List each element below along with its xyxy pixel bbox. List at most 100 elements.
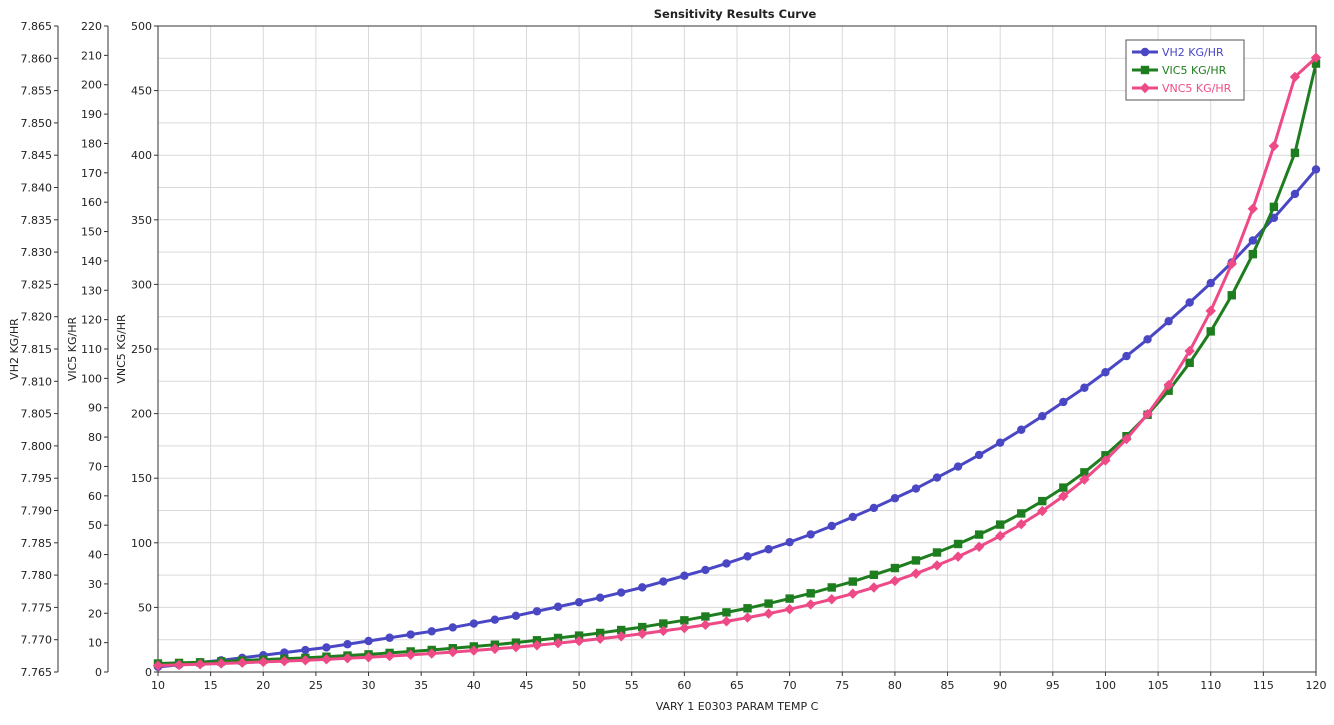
data-point — [974, 530, 984, 539]
data-point — [1268, 140, 1280, 152]
data-point — [405, 649, 416, 661]
data-point — [806, 530, 815, 539]
data-point — [932, 473, 942, 482]
data-point — [384, 650, 395, 662]
legend-swatch-marker — [1139, 82, 1151, 94]
data-point — [995, 438, 1005, 447]
x-tick-label: 35 — [414, 679, 428, 692]
data-point — [1226, 258, 1237, 270]
data-point — [595, 593, 605, 602]
legend-swatch-marker — [1140, 65, 1150, 75]
y-axis-title-0: VH2 KG/HR — [8, 318, 21, 380]
x-tick-label: 15 — [204, 679, 218, 692]
legend-label: VNC5 KG/HR — [1162, 82, 1232, 95]
y-tick-label: 7.830 — [21, 246, 53, 259]
data-point — [1038, 496, 1047, 506]
data-point — [1185, 358, 1194, 368]
legend-item: VH2 KG/HR — [1132, 46, 1224, 59]
y-tick-label: 7.855 — [21, 85, 53, 98]
y-tick-label: 190 — [81, 108, 102, 121]
x-tick-label: 110 — [1200, 679, 1221, 692]
data-point — [722, 559, 731, 568]
data-point — [1017, 425, 1026, 434]
y-axis-title-1: VIC5 KG/HR — [66, 316, 79, 381]
data-point — [301, 645, 310, 655]
legend-label: VH2 KG/HR — [1162, 46, 1224, 59]
legend-label: VIC5 KG/HR — [1162, 64, 1227, 77]
data-point — [911, 556, 921, 565]
data-point — [552, 637, 564, 649]
data-point — [869, 503, 879, 513]
data-point — [1311, 165, 1321, 174]
y-tick-label: 100 — [131, 537, 152, 550]
data-point — [1289, 71, 1301, 83]
data-point — [469, 619, 479, 628]
data-point — [1311, 59, 1321, 68]
data-point — [806, 589, 815, 598]
data-point — [300, 655, 311, 666]
y-tick-label: 7.860 — [21, 52, 53, 65]
data-point — [1038, 411, 1047, 421]
data-point — [637, 628, 648, 639]
x-tick-label: 50 — [572, 679, 586, 692]
data-point — [826, 594, 837, 605]
legend-item: VIC5 KG/HR — [1132, 64, 1227, 77]
data-point — [448, 623, 457, 632]
y-tick-label: 7.800 — [21, 440, 53, 453]
y-tick-label: 30 — [88, 578, 102, 591]
data-point — [574, 598, 584, 607]
legend-item: VNC5 KG/HR — [1132, 82, 1232, 95]
x-tick-label: 65 — [730, 679, 744, 692]
data-point — [258, 656, 269, 668]
y-tick-label: 7.845 — [21, 149, 53, 162]
data-point — [342, 653, 353, 664]
data-point — [152, 660, 164, 671]
data-point — [385, 633, 394, 642]
data-point — [932, 548, 942, 557]
data-point — [1079, 474, 1090, 485]
y-tick-label: 150 — [131, 472, 152, 485]
data-point — [1101, 368, 1110, 377]
y-tick-label: 7.820 — [21, 311, 53, 324]
x-tick-label: 10 — [151, 679, 165, 692]
x-tick-label: 30 — [362, 679, 376, 692]
y-tick-label: 7.765 — [21, 666, 53, 679]
y-tick-label: 40 — [88, 549, 102, 562]
data-point — [1247, 203, 1259, 214]
y-tick-label: 130 — [81, 284, 102, 297]
x-tick-label: 70 — [783, 679, 797, 692]
data-point — [1037, 505, 1048, 517]
legend-swatch-marker — [1140, 47, 1150, 57]
data-point — [764, 545, 773, 554]
data-point — [574, 631, 584, 640]
data-point — [1269, 202, 1279, 212]
y-tick-label: 7.825 — [21, 278, 53, 291]
data-point — [722, 608, 731, 617]
data-point — [1080, 383, 1089, 392]
x-tick-label: 40 — [467, 679, 481, 692]
y-tick-label: 80 — [88, 431, 102, 444]
data-point — [700, 619, 711, 631]
y-tick-label: 100 — [81, 372, 102, 385]
data-point — [1185, 298, 1194, 307]
data-point — [406, 630, 415, 639]
data-point — [785, 594, 794, 603]
y-tick-label: 20 — [88, 607, 102, 620]
x-tick-label: 55 — [625, 679, 639, 692]
data-point — [1143, 335, 1152, 344]
x-tick-label: 45 — [519, 679, 533, 692]
data-point — [910, 568, 922, 579]
y-tick-label: 7.850 — [21, 117, 53, 130]
series-0 — [153, 165, 1321, 672]
x-axis-title: VARY 1 E0303 PARAM TEMP C — [656, 700, 819, 713]
data-point — [911, 484, 921, 493]
y-tick-label: 250 — [131, 343, 152, 356]
y-tick-label: 210 — [81, 49, 102, 62]
data-point — [742, 612, 753, 623]
y-tick-label: 350 — [131, 214, 152, 227]
x-tick-label: 85 — [941, 679, 955, 692]
data-point — [659, 619, 668, 628]
data-point — [490, 615, 500, 624]
series-layer — [152, 52, 1322, 672]
